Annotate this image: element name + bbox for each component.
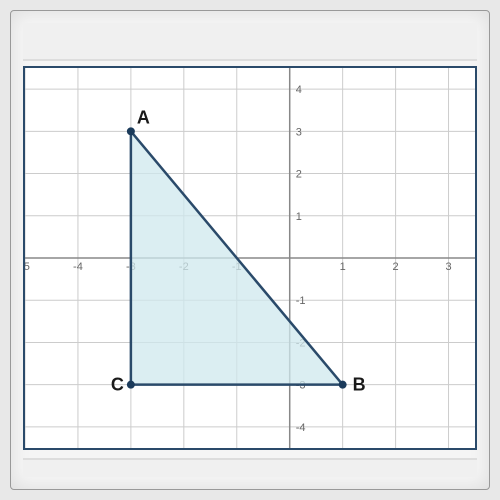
vertex-a-label: A bbox=[137, 107, 150, 127]
x-tick-label: -4 bbox=[73, 261, 83, 273]
vertex-a-dot bbox=[127, 127, 135, 135]
x-tick-label: 1 bbox=[340, 261, 346, 273]
y-tick-label: -1 bbox=[296, 295, 306, 307]
y-tick-label: 3 bbox=[296, 126, 302, 138]
y-tick-label: -4 bbox=[296, 422, 306, 434]
bottom-panel bbox=[23, 458, 477, 477]
x-tick-label: 2 bbox=[393, 261, 399, 273]
vertex-c-label: C bbox=[111, 374, 124, 394]
vertex-b-dot bbox=[339, 380, 347, 388]
screen-frame: -5-4-3-2-1123-4-3-2-11234ACB bbox=[10, 10, 490, 490]
graph-container: -5-4-3-2-1123-4-3-2-11234ACB bbox=[23, 66, 477, 450]
x-tick-label: 3 bbox=[445, 261, 451, 273]
y-tick-label: 1 bbox=[296, 211, 302, 223]
x-tick-label: -5 bbox=[25, 261, 30, 273]
y-tick-label: 2 bbox=[296, 168, 302, 180]
coordinate-plane: -5-4-3-2-1123-4-3-2-11234ACB bbox=[25, 68, 475, 448]
vertex-b-label: B bbox=[353, 374, 366, 394]
top-panel bbox=[23, 23, 477, 61]
y-tick-label: 4 bbox=[296, 84, 302, 96]
vertex-c-dot bbox=[127, 380, 135, 388]
